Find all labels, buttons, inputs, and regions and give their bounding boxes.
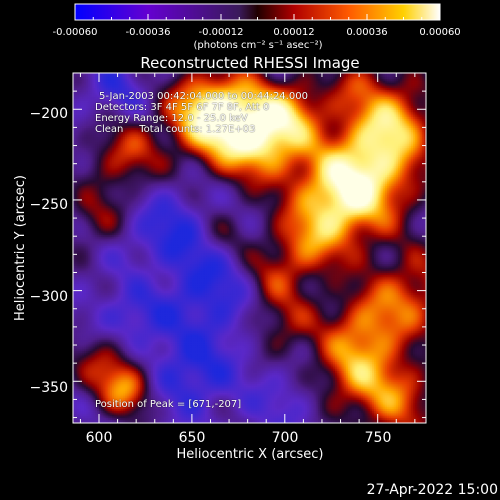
colorbar-units: (photons cm⁻² s⁻¹ asec⁻²) bbox=[193, 40, 322, 51]
colorbar-tick-label: -0.00012 bbox=[199, 27, 244, 38]
colorbar-tick-labels: -0.00060 -0.00036 -0.00012 0.00012 0.000… bbox=[53, 27, 461, 38]
colorbar-tick-label: -0.00060 bbox=[53, 27, 98, 38]
colorbar-tick-label: 0.00012 bbox=[273, 27, 314, 38]
chart-title: Reconstructed RHESSI Image bbox=[140, 54, 359, 72]
colorbar-tick-label: 0.00036 bbox=[346, 27, 387, 38]
colorbar-tick-label: -0.00036 bbox=[126, 27, 171, 38]
colorbar-tick-label: 0.00060 bbox=[419, 27, 460, 38]
